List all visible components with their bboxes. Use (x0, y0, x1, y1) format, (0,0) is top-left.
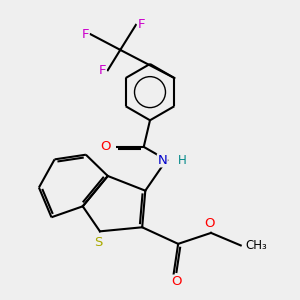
Text: N: N (158, 154, 167, 167)
Text: CH₃: CH₃ (245, 239, 267, 252)
Text: H: H (178, 154, 187, 167)
Text: S: S (94, 236, 103, 249)
Text: O: O (204, 217, 215, 230)
Text: F: F (99, 64, 106, 77)
Text: O: O (100, 140, 111, 153)
Text: F: F (82, 28, 89, 41)
Text: F: F (137, 18, 145, 32)
Text: O: O (171, 275, 182, 288)
